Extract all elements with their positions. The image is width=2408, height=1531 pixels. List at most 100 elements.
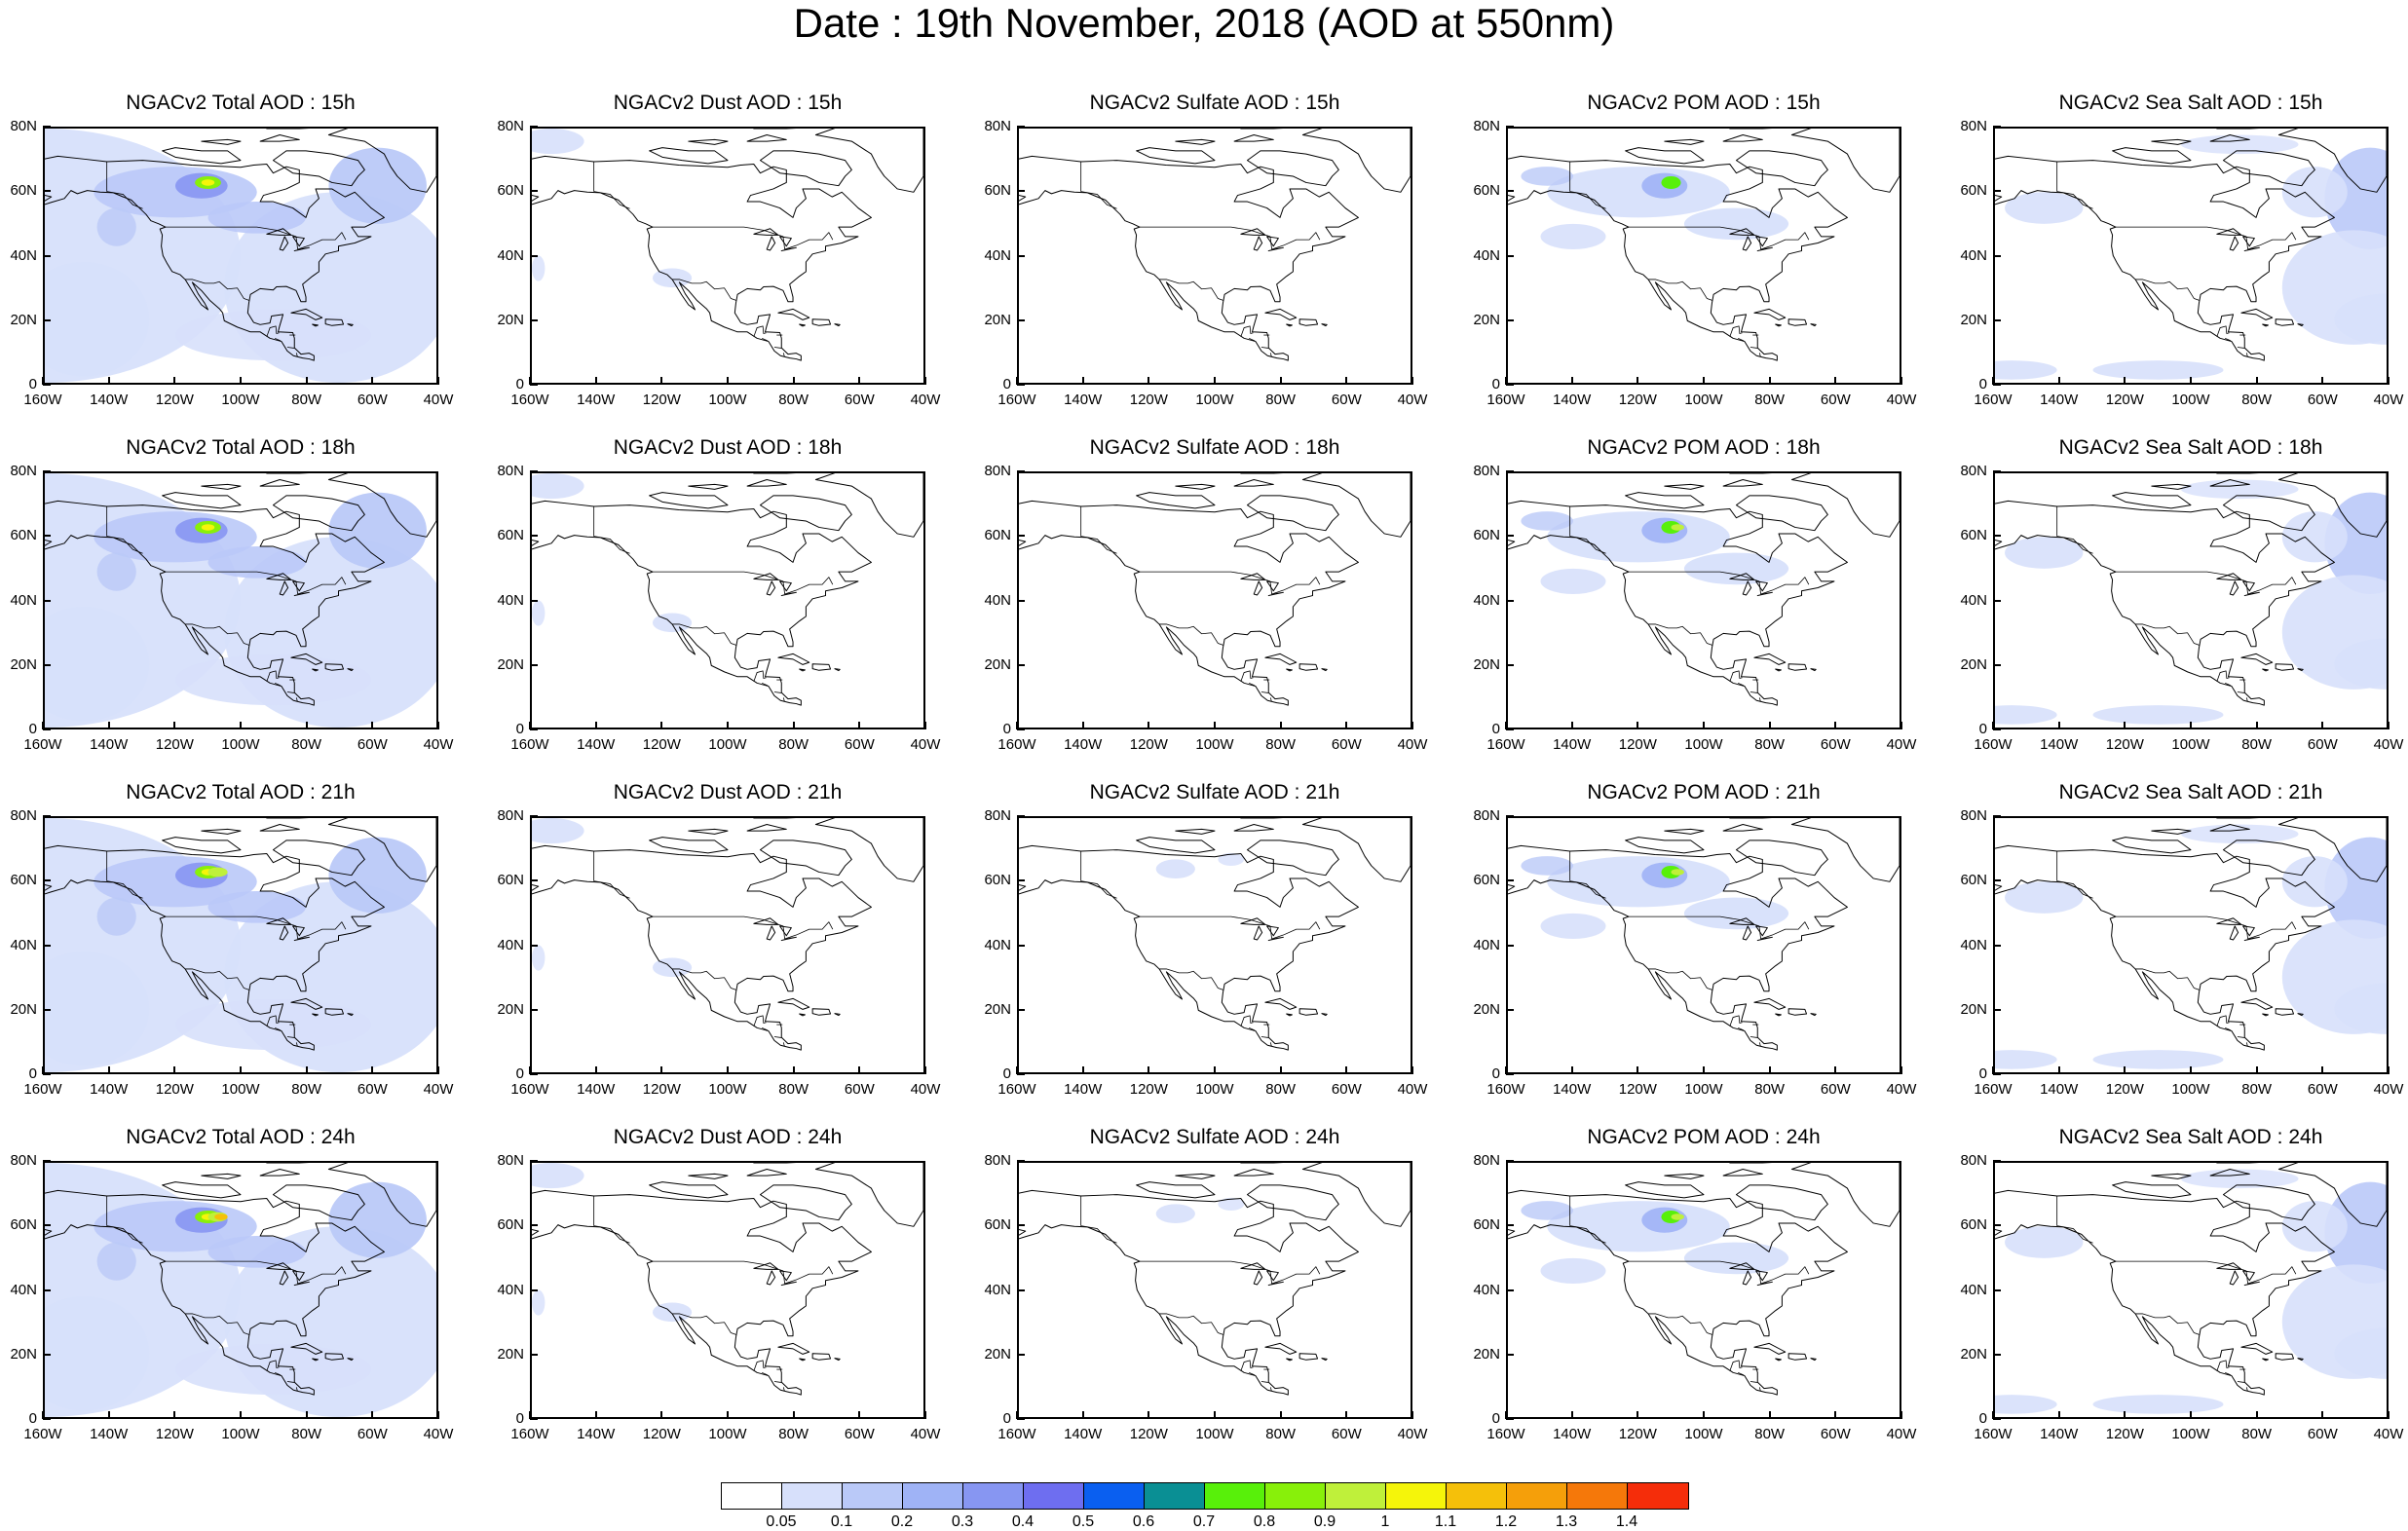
coastline-lake [279, 1270, 289, 1286]
y-tick-mark [1993, 1073, 2001, 1075]
coastline-lake [292, 236, 305, 247]
y-tick-mark [43, 1008, 51, 1011]
x-tick-mark [529, 1066, 531, 1074]
y-tick-label: 20N [984, 1000, 1011, 1018]
y-tick-mark [1993, 1160, 2001, 1162]
political-border [295, 697, 298, 702]
y-tick-label: 20N [1960, 1000, 1987, 1018]
x-tick-mark [1411, 1411, 1413, 1419]
x-tick-mark [2124, 722, 2126, 729]
x-tick-label: 100W [1684, 1426, 1723, 1442]
y-tick-mark [530, 1353, 538, 1356]
coastline-lake [1267, 1281, 1284, 1287]
y-tick-mark [1506, 879, 1514, 882]
y-tick-mark [1017, 318, 1025, 321]
panel-title-dust-2: NGACv2 Dust AOD : 18h [613, 436, 843, 459]
political-border [652, 226, 834, 250]
political-border [652, 571, 834, 595]
x-tick-label: 60W [844, 392, 875, 408]
y-tick-label: 60N [1960, 527, 1987, 544]
x-tick-mark [1637, 1066, 1639, 1074]
coastline-island [649, 147, 729, 165]
y-tick-label: 80N [497, 463, 524, 479]
coastline-island [347, 1013, 354, 1017]
aod-blob [175, 998, 371, 1051]
political-border [266, 325, 280, 337]
coastline-island [272, 1184, 365, 1221]
y-tick-label: 0 [1978, 1410, 1987, 1427]
coastline-greenland [1790, 473, 1900, 538]
colorbar-label: 0.2 [890, 1513, 914, 1530]
x-tick-mark [1505, 1411, 1507, 1419]
colorbar-label: 1.4 [1615, 1513, 1638, 1530]
political-border [185, 623, 250, 646]
x-tick-label: 160W [510, 392, 549, 408]
aod-blob [1540, 913, 1606, 939]
political-border [1758, 353, 1761, 357]
coastline-island [2262, 1013, 2269, 1017]
x-tick-label: 120W [642, 1426, 681, 1442]
coastline-island [2297, 1013, 2304, 1017]
x-tick-label: 120W [1129, 1081, 1168, 1098]
x-tick-mark [727, 377, 729, 385]
x-tick-mark [858, 1411, 861, 1419]
coastline-lake [1742, 236, 1752, 251]
coastline-island [1286, 1358, 1293, 1362]
political-border [1248, 337, 1256, 342]
political-border [2115, 571, 2297, 595]
coastline-lake [293, 1281, 310, 1287]
political-border [593, 191, 630, 209]
aod-blob [2092, 705, 2224, 725]
coastline-island [759, 1184, 852, 1221]
political-border [1628, 1260, 1810, 1285]
x-tick-label: 100W [2171, 1426, 2210, 1442]
y-tick-mark [1017, 728, 1025, 730]
coastline-island [2297, 323, 2304, 327]
x-tick-mark [240, 377, 242, 385]
political-border [106, 191, 143, 209]
coastline-north-america [532, 1189, 872, 1396]
coastline-lake [293, 591, 310, 597]
y-tick-mark [43, 944, 51, 947]
y-tick-label: 20N [10, 655, 37, 673]
coastline-island [811, 318, 832, 326]
coastline-greenland [2277, 473, 2387, 538]
coastline-island [1264, 653, 1298, 665]
coastline-island [1246, 495, 1339, 532]
y-tick-label: 60N [1473, 527, 1500, 544]
political-border [266, 1360, 280, 1371]
coastline-island [1735, 495, 1828, 532]
coastline-island [347, 323, 354, 327]
political-border [593, 1225, 630, 1244]
y-tick-mark [43, 1160, 51, 1162]
coastline-north-america [1508, 500, 1848, 706]
x-tick-mark [42, 722, 44, 729]
x-tick-mark [727, 1411, 729, 1419]
x-tick-mark [173, 1411, 176, 1419]
panel-title-pom-2: NGACv2 POM AOD : 18h [1587, 436, 1821, 459]
coastline-island [2112, 837, 2192, 854]
x-tick-mark [2388, 722, 2389, 729]
political-border [2237, 691, 2245, 693]
x-tick-mark [792, 377, 795, 385]
y-tick-label: 20N [10, 311, 37, 328]
political-border [782, 1387, 785, 1392]
x-tick-mark [2388, 1411, 2389, 1419]
coastline-island [162, 492, 242, 509]
x-tick-label: 160W [23, 1426, 62, 1442]
colorbar-swatch [1145, 1483, 1205, 1509]
y-tick-mark [43, 190, 51, 193]
coastline-lake [279, 925, 289, 941]
x-tick-label: 140W [2040, 1426, 2079, 1442]
y-tick-mark [1017, 1353, 1025, 1356]
coastline-island [834, 1358, 841, 1362]
y-tick-mark [530, 728, 538, 730]
x-tick-label: 100W [221, 392, 260, 408]
x-tick-mark [107, 1066, 110, 1074]
political-border [1737, 682, 1745, 687]
aod-blob [2005, 192, 2084, 224]
coastline-island [1321, 1358, 1328, 1362]
x-tick-mark [2057, 1066, 2060, 1074]
coastline-lake [1267, 936, 1284, 942]
coastline-island [649, 492, 729, 509]
